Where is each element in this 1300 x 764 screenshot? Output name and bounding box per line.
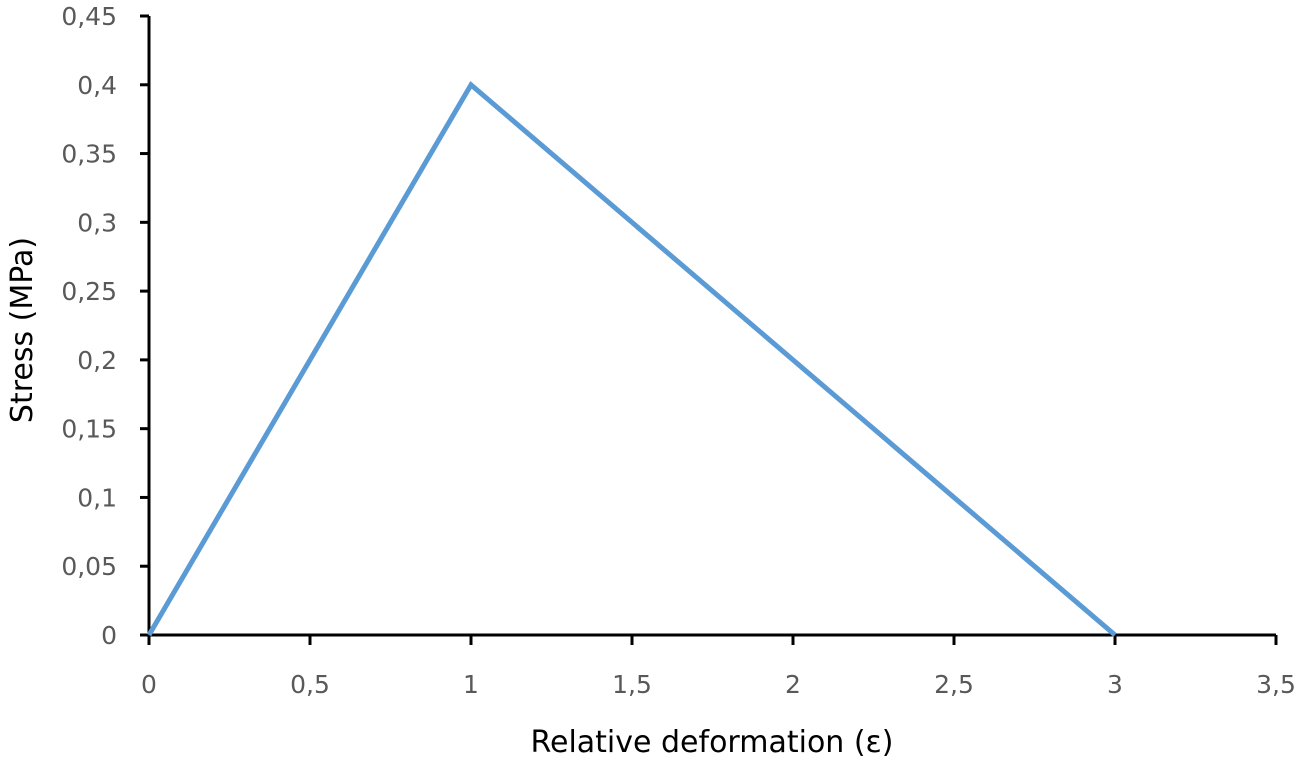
y-tick-label: 0,3 (77, 208, 117, 237)
y-tick-label: 0,05 (61, 552, 117, 581)
x-tick-label: 1,5 (612, 670, 652, 699)
y-tick-label: 0,35 (61, 140, 117, 169)
x-axis-ticks: 0 0,5 1 1,5 2 2,5 3 3,5 (141, 635, 1296, 699)
data-series-line (146, 80, 1117, 637)
x-tick-label: 1 (463, 670, 479, 699)
x-axis-title: Relative deformation (ε) (531, 725, 894, 760)
x-tick-label: 3 (1107, 670, 1123, 699)
y-tick-label: 0,4 (77, 71, 117, 100)
y-tick-label: 0 (101, 621, 117, 650)
x-tick-label: 3,5 (1256, 670, 1296, 699)
x-tick-label: 2 (785, 670, 801, 699)
y-tick-label: 0,15 (61, 415, 117, 444)
y-tick-label: 0,45 (61, 2, 117, 31)
y-axis-title: Stress (MPa) (5, 237, 40, 423)
y-tick-label: 0,25 (61, 277, 117, 306)
y-tick-label: 0,2 (77, 346, 117, 375)
y-axis-ticks: 0 0,05 0,1 0,15 0,2 0,25 0,3 0,35 0,4 0,45 (61, 2, 149, 650)
y-tick-label: 0,1 (77, 483, 117, 512)
x-tick-label: 2,5 (934, 670, 974, 699)
x-tick-label: 0,5 (290, 670, 330, 699)
x-tick-label: 0 (141, 670, 157, 699)
